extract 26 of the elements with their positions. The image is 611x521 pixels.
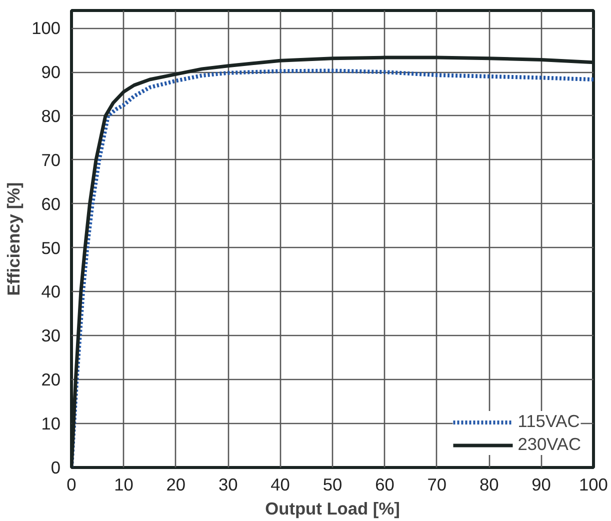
legend-label: 230VAC xyxy=(518,434,581,455)
y-tick-label: 70 xyxy=(41,150,61,170)
x-tick-label: 20 xyxy=(166,474,186,494)
legend-label: 115VAC xyxy=(518,411,580,432)
x-axis-title: Output Load [%] xyxy=(265,498,400,518)
x-tick-label: 90 xyxy=(532,474,551,494)
x-tick-label: 0 xyxy=(66,474,76,494)
x-tick-label: 50 xyxy=(322,474,342,494)
x-tick-label: 60 xyxy=(375,474,394,494)
y-tick-label: 60 xyxy=(41,194,61,214)
x-tick-label: 10 xyxy=(114,474,134,494)
y-tick-label: 0 xyxy=(50,458,61,478)
x-tick-label: 100 xyxy=(579,474,608,494)
x-tick-label: 80 xyxy=(479,474,499,494)
y-tick-label: 40 xyxy=(41,282,61,302)
x-tick-label: 30 xyxy=(218,474,238,494)
x-tick-label: 70 xyxy=(427,474,447,494)
x-tick-label: 40 xyxy=(270,474,290,494)
y-tick-label: 20 xyxy=(41,370,61,390)
y-tick-label: 30 xyxy=(41,326,61,346)
y-tick-label: 80 xyxy=(41,106,61,126)
y-tick-label: 90 xyxy=(41,62,61,82)
y-tick-label: 10 xyxy=(41,414,61,434)
y-tick-label: 50 xyxy=(41,238,61,258)
y-tick-label: 100 xyxy=(32,18,61,38)
y-axis-title: Efficiency [%] xyxy=(4,182,24,296)
